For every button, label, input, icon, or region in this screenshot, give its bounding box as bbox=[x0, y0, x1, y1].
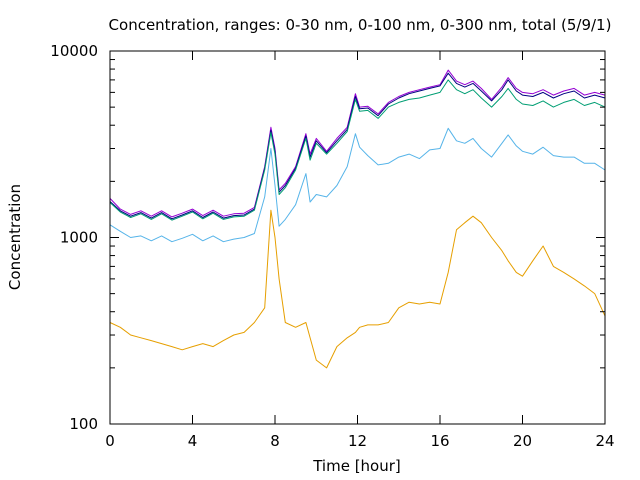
x-tick-label: 24 bbox=[595, 432, 614, 450]
y-axis-label: Concentration bbox=[6, 184, 24, 290]
plot-area bbox=[109, 50, 606, 425]
x-axis-label: Time [hour] bbox=[312, 457, 401, 475]
x-tick-label: 0 bbox=[105, 432, 115, 450]
x-tick-label: 4 bbox=[188, 432, 198, 450]
series-line-1 bbox=[109, 69, 606, 218]
series-layer bbox=[109, 69, 606, 369]
y-tick-label: 1000 bbox=[60, 229, 98, 247]
y-tick-label: 100 bbox=[69, 415, 98, 433]
series-line-5 bbox=[109, 209, 606, 369]
series-line-3 bbox=[109, 79, 606, 221]
y-tick-label: 10000 bbox=[50, 42, 98, 60]
y-tick-labels: 100 1000 10000 bbox=[50, 42, 98, 433]
x-tick-label: 12 bbox=[348, 432, 367, 450]
x-tick-label: 20 bbox=[513, 432, 532, 450]
x-tick-label: 16 bbox=[430, 432, 449, 450]
chart-title: Concentration, ranges: 0-30 nm, 0-100 nm… bbox=[109, 16, 612, 34]
series-line-4 bbox=[109, 127, 606, 243]
x-tick-label: 8 bbox=[270, 432, 280, 450]
series-line-2 bbox=[109, 72, 606, 220]
x-tick-labels: 0 4 8 12 16 20 24 bbox=[105, 432, 614, 450]
plot-frame bbox=[109, 50, 606, 425]
